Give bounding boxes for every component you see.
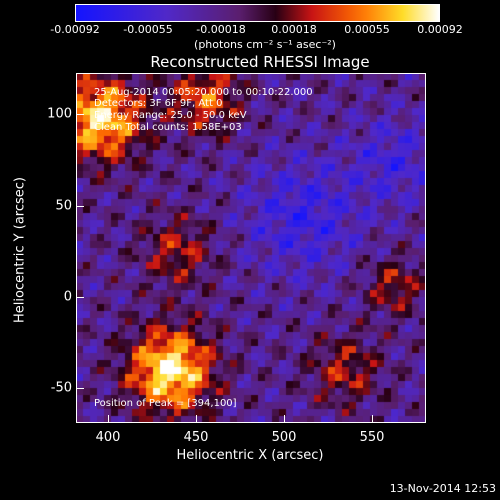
- colorbar-tick: -0.00018: [196, 23, 246, 36]
- x-tick-label: 550: [359, 430, 385, 445]
- overlay-energy: Energy Range: 25.0 - 50.0 keV: [94, 110, 247, 121]
- colorbar-tick: 0.00018: [271, 23, 317, 36]
- x-tick-label: 450: [183, 430, 209, 445]
- y-tick-mark: [76, 388, 84, 389]
- x-tick-label: 400: [95, 430, 121, 445]
- y-axis-label: Heliocentric Y (arcsec): [12, 177, 28, 323]
- y-tick-mark: [76, 206, 84, 207]
- rhessi-image: [76, 73, 426, 423]
- x-tick-mark: [372, 415, 373, 423]
- overlay-peak: Position of Peak = [394,100]: [94, 398, 237, 409]
- colorbar-tick: -0.00092: [50, 23, 100, 36]
- x-tick-mark: [108, 415, 109, 423]
- plot-title: Reconstructed RHESSI Image: [150, 53, 370, 71]
- x-tick-label: 500: [271, 430, 297, 445]
- colorbar-units: (photons cm⁻² s⁻¹ asec⁻²): [194, 38, 336, 51]
- timestamp: 13-Nov-2014 12:53: [389, 482, 496, 495]
- colorbar-tick: -0.00055: [123, 23, 173, 36]
- x-axis-label: Heliocentric X (arcsec): [176, 448, 324, 463]
- y-tick-label: 50: [55, 198, 72, 214]
- y-tick-label: -50: [50, 380, 72, 396]
- y-tick-mark: [76, 297, 84, 298]
- colorbar-tick: 0.00092: [417, 23, 463, 36]
- x-tick-mark: [196, 415, 197, 423]
- y-tick-label: 100: [47, 106, 72, 122]
- overlay-counts: Clean Total counts: 1.58E+03: [94, 122, 242, 133]
- x-tick-mark: [284, 415, 285, 423]
- overlay-detectors: Detectors: 3F 6F 9F, Att 0: [94, 98, 223, 109]
- colorbar: [75, 4, 440, 22]
- y-tick-label: 0: [63, 289, 72, 305]
- overlay-time: 25-Aug-2014 00:05:20.000 to 00:10:22.000: [94, 87, 313, 98]
- y-tick-mark: [76, 114, 84, 115]
- colorbar-tick: 0.00055: [344, 23, 390, 36]
